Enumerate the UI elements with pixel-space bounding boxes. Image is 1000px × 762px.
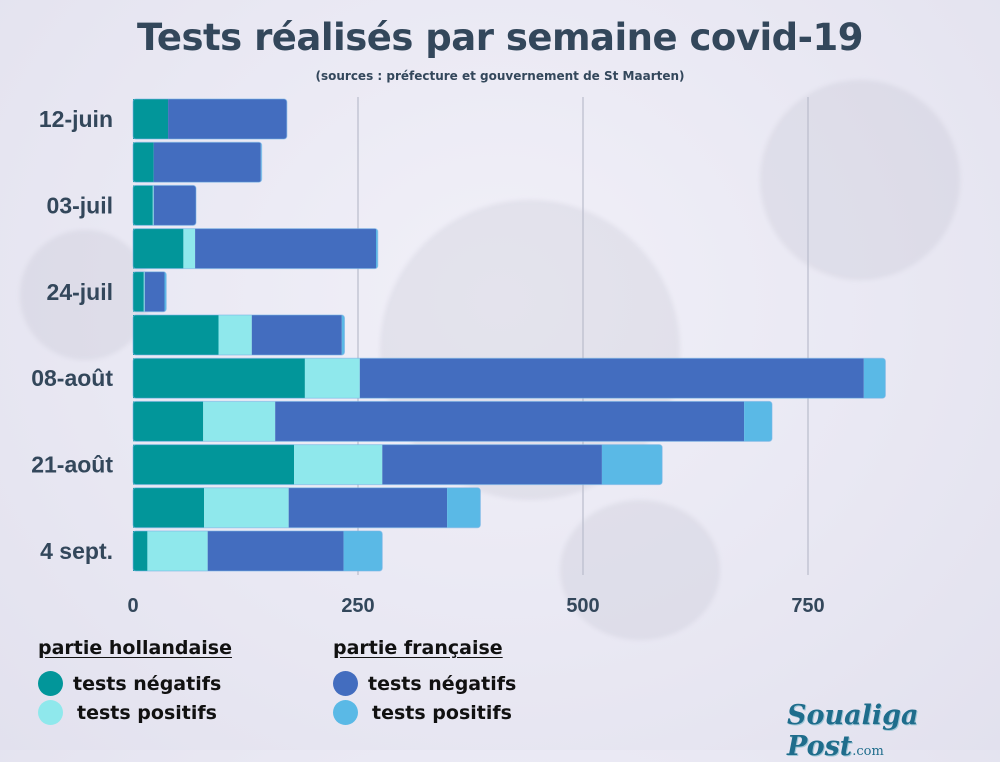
legend-label: tests positifs	[372, 701, 512, 724]
bar-segment-hollandaise-negatifs	[133, 487, 205, 528]
bar-row-6	[132, 357, 886, 399]
legend-item-francaise-negatifs: tests négatifs	[333, 669, 516, 698]
chart-title: Tests réalisés par semaine covid-19	[137, 16, 863, 59]
bar-outline	[132, 530, 383, 572]
bar-row-0	[132, 98, 288, 140]
legend-title-hollandaise: partie hollandaise	[38, 637, 232, 659]
y-tick-label: 24-juil	[47, 279, 113, 305]
logo-suffix: .com	[852, 744, 884, 759]
bar-outline	[132, 314, 345, 356]
bar-row-9	[132, 487, 481, 529]
bar-segment-francaise-negatifs	[382, 444, 602, 485]
bar-outline	[132, 141, 263, 183]
bar-segment-francaise-negatifs	[153, 142, 261, 183]
y-tick-label: 21-août	[31, 452, 113, 478]
x-axis-labels: 0 250 500 750	[127, 595, 824, 617]
bar-segment-francaise-positifs	[744, 401, 772, 442]
bar-outline	[132, 487, 481, 529]
bar-segment-hollandaise-negatifs	[133, 142, 154, 183]
bar-segment-hollandaise-negatifs	[133, 315, 219, 355]
bar-segment-francaise-negatifs	[153, 185, 196, 226]
bar-row-4	[132, 271, 167, 313]
bar-segment-francaise-positifs	[601, 444, 663, 485]
bar-segment-hollandaise-negatifs	[133, 271, 144, 312]
bar-segment-francaise-negatifs	[144, 271, 165, 312]
legend-title-francaise: partie française	[333, 637, 503, 659]
x-tick-label: 500	[566, 595, 599, 617]
bars	[132, 98, 886, 572]
bar-segment-hollandaise-negatifs	[133, 185, 153, 226]
bar-chart: 12-juin 03-juil 24-juil 08-août 21-août 4 sep…	[31, 97, 886, 617]
bar-segment-hollandaise-negatifs	[133, 531, 148, 571]
bar-segment-hollandaise-negatifs	[133, 444, 295, 485]
bar-segment-francaise-negatifs	[275, 401, 745, 442]
bar-outline	[132, 444, 663, 486]
legend-label: tests positifs	[77, 701, 217, 724]
soualiga-post-logo: Soualiga Post.com	[787, 700, 1000, 762]
legend-item-hollandaise-positifs: tests positifs	[38, 698, 232, 727]
x-tick-label: 250	[341, 595, 374, 617]
bar-outline	[132, 184, 197, 226]
bar-segment-francaise-negatifs	[168, 99, 287, 139]
bar-outline	[132, 357, 886, 399]
bar-segment-hollandaise-negatifs	[133, 401, 204, 442]
logo-name: Soualiga Post	[787, 700, 919, 762]
bar-segment-hollandaise-positifs	[183, 228, 196, 269]
bar-segment-francaise-positifs	[863, 358, 886, 399]
background-virus-decoration	[560, 500, 720, 640]
bar-segment-francaise-negatifs	[251, 315, 342, 355]
bar-segment-francaise-positifs	[164, 271, 167, 312]
legend-item-francaise-positifs: tests positifs	[333, 698, 516, 727]
background-virus-decoration	[20, 230, 150, 360]
legend-label: tests négatifs	[368, 672, 517, 695]
bar-segment-francaise-positifs	[341, 315, 345, 355]
bar-segment-hollandaise-negatifs	[133, 99, 169, 139]
legend-dot-icon	[38, 700, 63, 725]
x-tick-label: 0	[127, 595, 138, 617]
bar-segment-francaise-negatifs	[195, 228, 376, 269]
bar-segment-hollandaise-positifs	[143, 271, 145, 312]
bar-segment-francaise-positifs	[447, 487, 481, 528]
bar-segment-hollandaise-positifs	[304, 358, 360, 399]
legend-dot-icon	[333, 671, 358, 696]
y-tick-label: 03-juil	[47, 192, 113, 218]
bar-segment-hollandaise-positifs	[152, 185, 154, 226]
bar-outline	[132, 271, 167, 313]
bar-row-1	[132, 141, 263, 183]
bar-segment-hollandaise-negatifs	[133, 228, 184, 269]
bar-segment-francaise-negatifs	[359, 358, 864, 399]
bar-segment-francaise-positifs	[343, 531, 383, 571]
background-virus-decoration	[760, 80, 960, 280]
bar-segment-francaise-negatifs	[207, 531, 344, 571]
bar-segment-hollandaise-positifs	[147, 531, 208, 571]
bar-row-7	[132, 400, 773, 442]
legend-group-hollandaise: partie hollandaise tests négatifs tests …	[38, 637, 232, 727]
y-tick-label: 4 sept.	[40, 538, 113, 564]
bar-outline	[132, 98, 288, 140]
bar-segment-francaise-positifs	[376, 228, 378, 269]
y-tick-label: 08-août	[31, 365, 113, 391]
bar-outline	[132, 400, 773, 442]
x-tick-label: 750	[791, 595, 824, 617]
bar-segment-hollandaise-positifs	[203, 401, 276, 442]
legend-item-hollandaise-negatifs: tests négatifs	[38, 669, 232, 698]
bar-segment-hollandaise-positifs	[294, 444, 383, 485]
bar-row-2	[132, 184, 197, 226]
bar-segment-francaise-negatifs	[288, 487, 448, 528]
bar-row-3	[132, 228, 379, 270]
bar-row-5	[132, 314, 345, 356]
bar-segment-hollandaise-positifs	[204, 487, 289, 528]
legend-dot-icon	[38, 671, 63, 696]
bar-outline	[132, 228, 379, 270]
bar-row-10	[132, 530, 383, 572]
bar-segment-hollandaise-positifs	[218, 315, 252, 355]
legend-dot-icon	[333, 700, 358, 725]
y-tick-label: 12-juin	[39, 106, 113, 132]
legend-group-francaise: partie française tests négatifs tests po…	[333, 637, 516, 727]
bar-segment-hollandaise-negatifs	[133, 358, 305, 399]
y-axis-labels: 12-juin 03-juil 24-juil 08-août 21-août 4 sep…	[31, 106, 113, 564]
bar-row-8	[132, 444, 663, 486]
chart-subtitle: (sources : préfecture et gouvernement de…	[315, 69, 685, 83]
legend-label: tests négatifs	[73, 672, 222, 695]
